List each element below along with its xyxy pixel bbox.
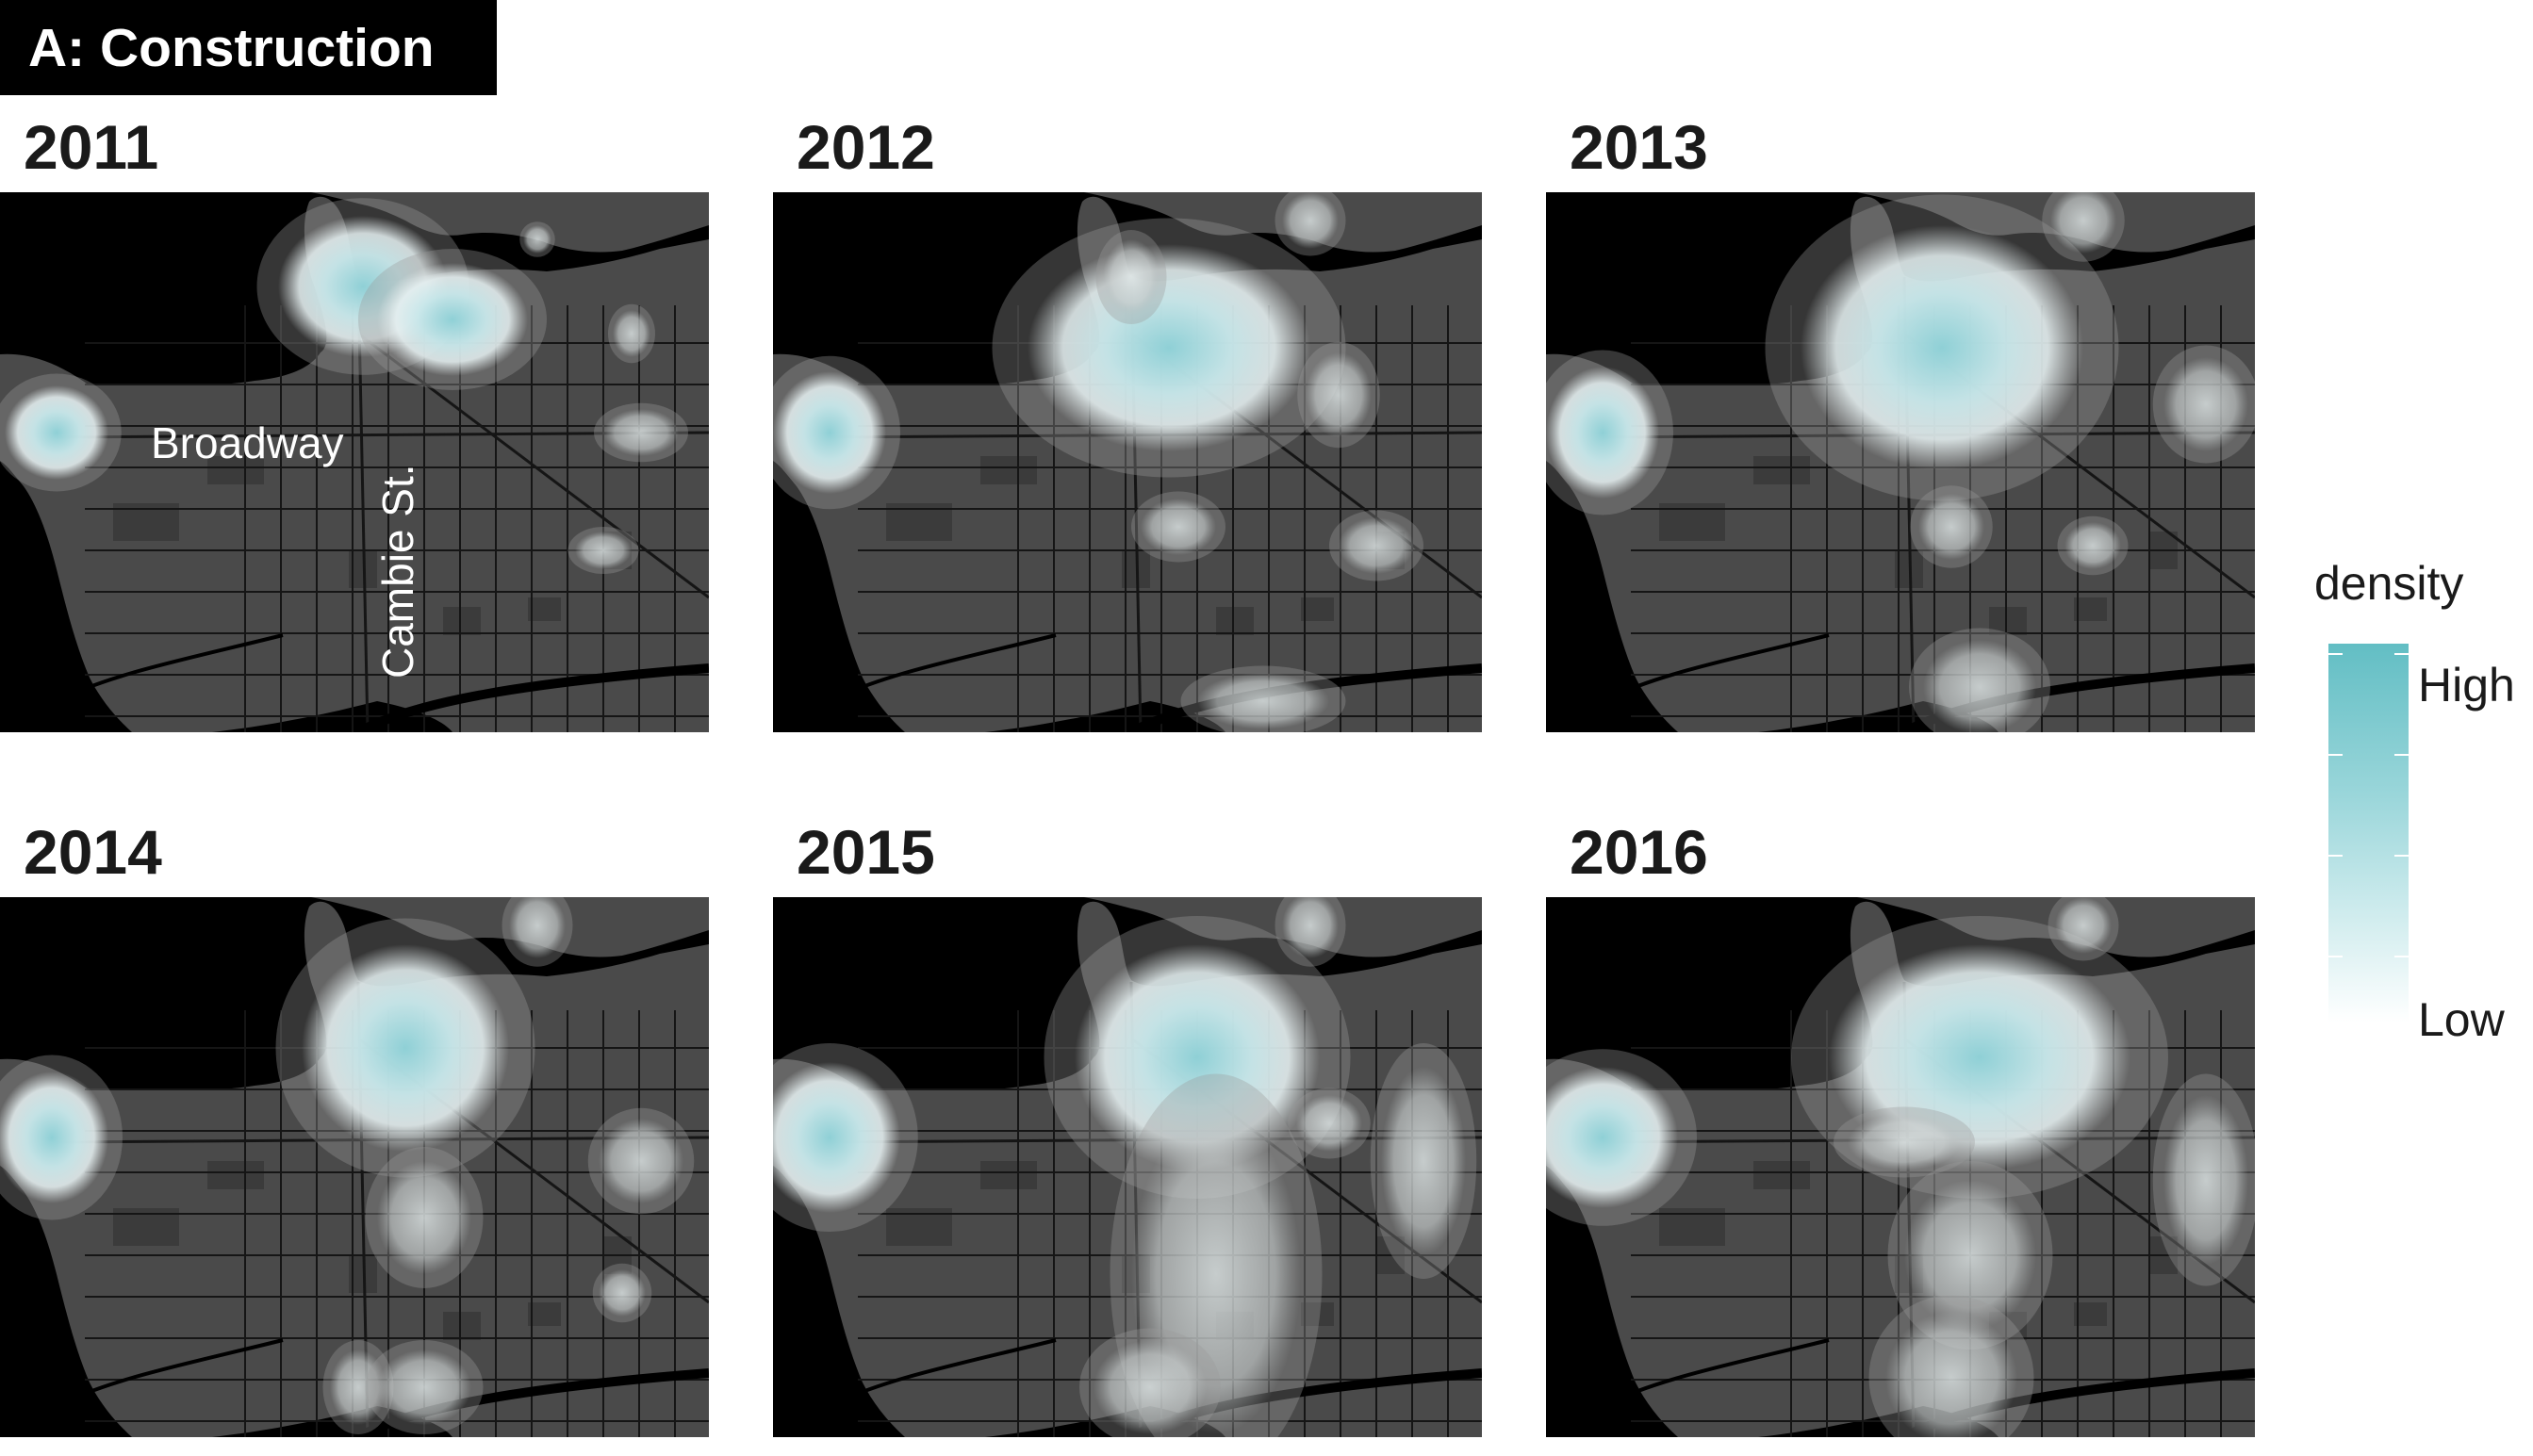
map-panel-2015 (773, 897, 1482, 1437)
legend-tick (2328, 855, 2343, 857)
map-panel-2014 (0, 897, 709, 1437)
street-label-cambie: Cambie St. (373, 464, 422, 679)
legend-title: density (2314, 557, 2464, 610)
legend-low-label: Low (2418, 993, 2505, 1046)
map-panel-2013 (1546, 192, 2255, 732)
panel-year-2012: 2012 (797, 112, 935, 182)
legend-tick (2394, 956, 2409, 957)
panel-year-2011: 2011 (24, 112, 159, 182)
legend-tick (2394, 855, 2409, 857)
legend-colorbar (2328, 644, 2409, 1022)
figure-title: A: Construction (28, 17, 435, 78)
panel-year-2014: 2014 (24, 817, 162, 887)
legend-tick (2394, 653, 2409, 655)
map-panel-2012 (773, 192, 1482, 732)
panel-year-2013: 2013 (1570, 112, 1708, 182)
figure-title-badge: A: Construction (0, 0, 497, 95)
panel-year-2015: 2015 (797, 817, 935, 887)
panel-year-2016: 2016 (1570, 817, 1708, 887)
legend-high-label: High (2418, 659, 2515, 712)
legend-tick (2394, 754, 2409, 756)
legend-tick (2328, 956, 2343, 957)
legend-tick (2328, 653, 2343, 655)
street-label-broadway: Broadway (151, 418, 344, 467)
legend-tick (2328, 754, 2343, 756)
map-panel-2016 (1546, 897, 2255, 1437)
map-panel-2011 (0, 192, 709, 732)
